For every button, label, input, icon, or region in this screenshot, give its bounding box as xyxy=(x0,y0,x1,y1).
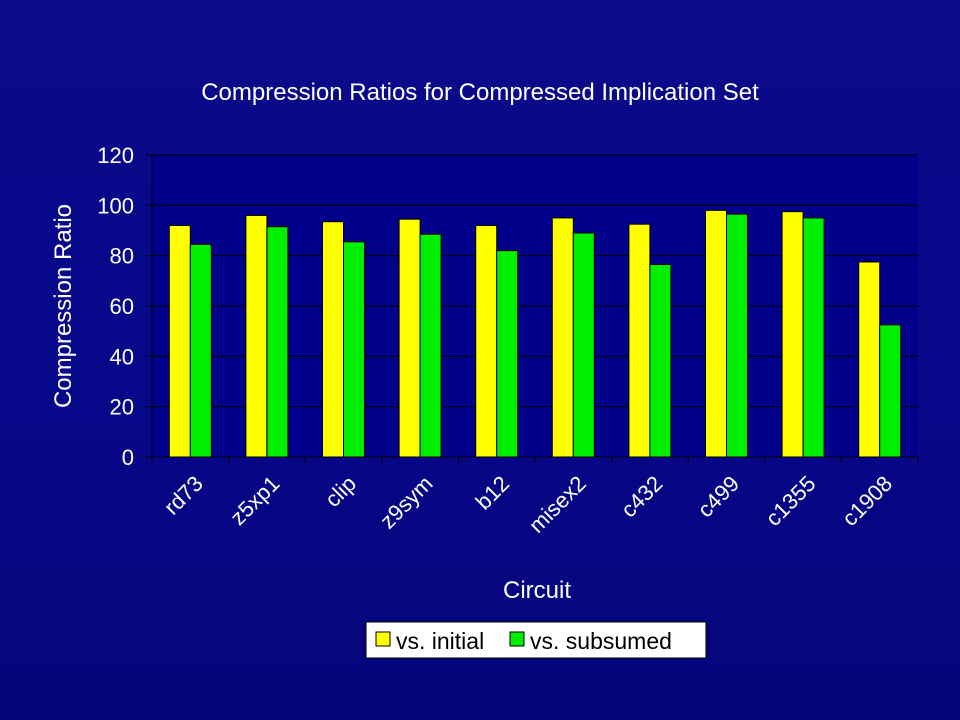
y-tick-label: 0 xyxy=(122,445,134,470)
bar-subsumed-z5xp1 xyxy=(266,226,289,458)
bar-subsumed-c1908 xyxy=(879,324,902,458)
y-tick-label: 60 xyxy=(110,294,134,319)
bar-initial-c432 xyxy=(628,223,651,458)
y-tick-label: 80 xyxy=(110,244,134,269)
bar-initial-c499 xyxy=(705,209,727,458)
bar-subsumed-z9sym xyxy=(419,233,442,458)
x-axis-ticks: rd73 z5xp1 clip z9sym b12 misex2 c432 c499 c1355… xyxy=(151,457,919,538)
x-tick-label: z5xp1 xyxy=(225,471,284,530)
y-tick-label: 120 xyxy=(97,143,134,168)
x-tick-label: z9sym xyxy=(375,471,438,534)
bar-initial-c1908 xyxy=(858,261,881,458)
x-tick-label: c499 xyxy=(693,471,744,522)
bars xyxy=(168,209,902,458)
bar-initial-misex2 xyxy=(551,217,574,458)
x-tick-label: c432 xyxy=(616,471,667,522)
bar-initial-c1355 xyxy=(781,211,804,458)
legend-label-initial: vs. initial xyxy=(396,628,484,654)
bar-initial-rd73 xyxy=(168,224,191,458)
x-tick-label: c1355 xyxy=(761,471,821,531)
x-tick-label: c1908 xyxy=(837,471,897,531)
bar-subsumed-c1355 xyxy=(802,217,825,458)
legend-swatch-initial xyxy=(375,631,391,647)
bar-subsumed-rd73 xyxy=(189,243,212,458)
x-tick-label: clip xyxy=(320,471,361,512)
legend-swatch-subsumed xyxy=(509,631,525,647)
legend-label-subsumed: vs. subsumed xyxy=(530,628,672,654)
bar-initial-z5xp1 xyxy=(245,214,268,458)
x-tick-label: b12 xyxy=(471,471,515,515)
bar-subsumed-c499 xyxy=(726,213,748,458)
x-tick-label: misex2 xyxy=(524,471,591,538)
y-tick-label: 100 xyxy=(97,193,134,218)
bar-initial-b12 xyxy=(475,224,498,458)
bar-subsumed-b12 xyxy=(496,250,519,458)
x-tick-label: rd73 xyxy=(159,471,208,520)
y-tick-label: 40 xyxy=(110,344,134,369)
bar-initial-z9sym xyxy=(398,218,421,458)
y-tick-label: 20 xyxy=(110,395,134,420)
legend-box xyxy=(365,621,707,659)
x-axis-title: Circuit xyxy=(503,577,571,604)
bar-subsumed-c432 xyxy=(649,263,672,458)
chart-title: Compression Ratios for Compressed Implic… xyxy=(201,79,759,106)
y-axis-ticks: 0 20 40 60 80 100 120 xyxy=(97,143,152,470)
legend: vs. initial vs. subsumed xyxy=(365,621,707,659)
bar-initial-clip xyxy=(322,221,344,458)
bar-subsumed-clip xyxy=(343,241,365,458)
y-axis-title: Compression Ratio xyxy=(50,204,77,408)
bar-subsumed-misex2 xyxy=(572,232,595,458)
